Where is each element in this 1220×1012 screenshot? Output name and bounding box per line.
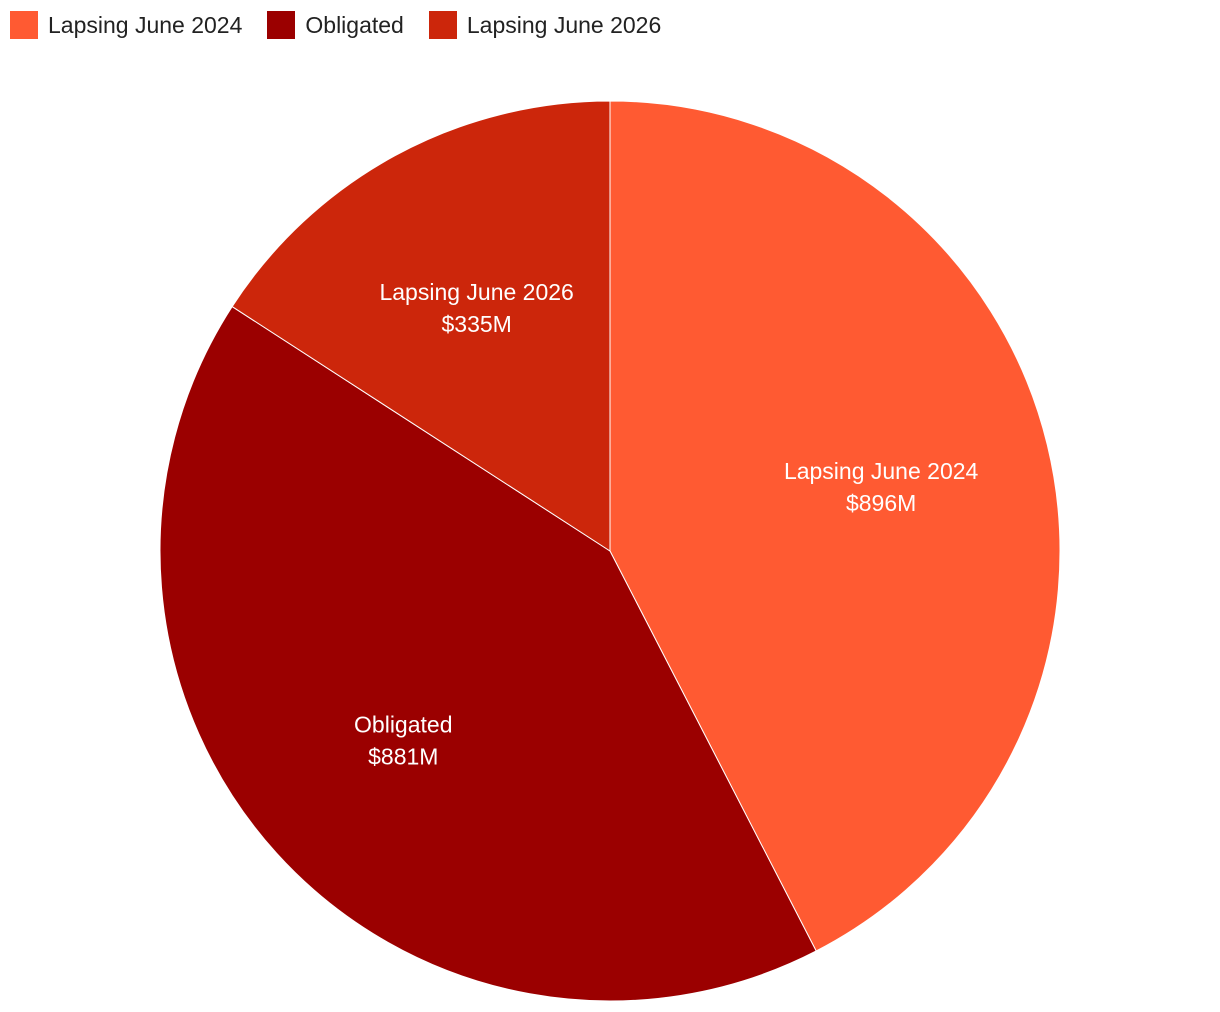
chart-legend: Lapsing June 2024 Obligated Lapsing June…: [10, 11, 686, 39]
legend-label-lapsing-june-2026: Lapsing June 2026: [466, 12, 662, 38]
legend-label-lapsing-june-2024: Lapsing June 2024: [48, 12, 243, 38]
legend-swatch-obligated: [267, 11, 296, 39]
legend-item-lapsing-june-2024: Lapsing June 2024: [10, 11, 242, 39]
slice-label-obligated: Obligated: [354, 711, 452, 737]
pie-labels: Lapsing June 2024 $896M Obligated $881M Laps…: [354, 279, 978, 769]
slice-label-lapsing-june-2026: Lapsing June 2026: [379, 279, 573, 305]
pie-slice-lapsing-june-2026: [231, 100, 611, 552]
legend-label-obligated: Obligated: [305, 12, 404, 38]
slice-value-lapsing-june-2024: $896M: [846, 490, 916, 516]
pie-slice-obligated: [159, 305, 817, 1002]
slice-label-lapsing-june-2024: Lapsing June 2024: [784, 458, 979, 484]
legend-item-lapsing-june-2026: Lapsing June 2026: [428, 11, 662, 39]
pie-slice-lapsing-june-2024: [609, 100, 1061, 952]
slice-value-lapsing-june-2026: $335M: [441, 311, 511, 337]
legend-swatch-lapsing-june-2026: [428, 11, 457, 39]
slice-value-obligated: $881M: [368, 743, 438, 769]
legend-item-obligated: Obligated: [267, 11, 404, 39]
legend-swatch-lapsing-june-2024: [10, 11, 38, 39]
pie-slices: [159, 100, 1061, 1002]
